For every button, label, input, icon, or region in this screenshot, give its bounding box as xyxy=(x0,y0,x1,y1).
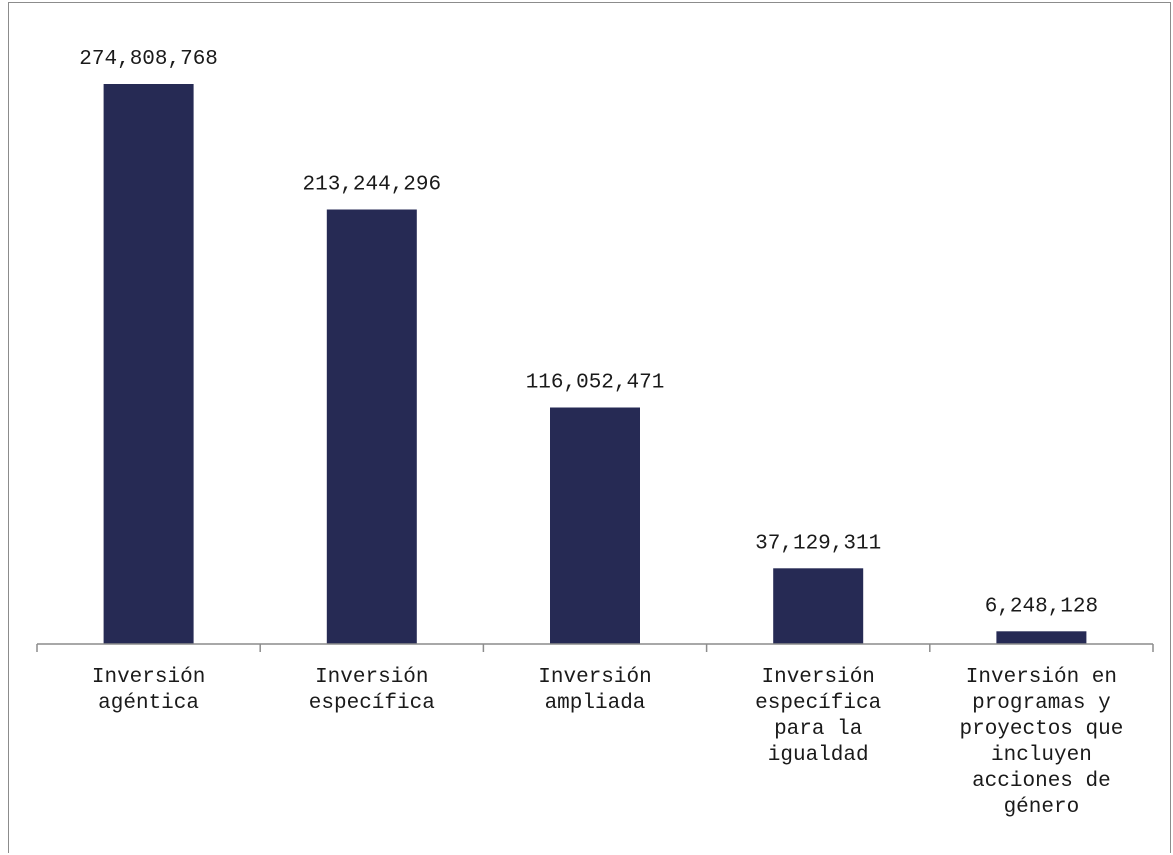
category-label-line: Inversión xyxy=(538,666,651,689)
category-label-line: Inversión en xyxy=(966,666,1117,689)
category-label-line: específica xyxy=(755,692,881,715)
data-label-5: 6,248,128 xyxy=(985,595,1098,618)
bar-1 xyxy=(103,84,194,644)
category-label-3: Inversión ampliada xyxy=(538,666,651,715)
category-label-line: proyectos que xyxy=(959,718,1123,741)
category-label-line: incluyen xyxy=(991,744,1092,767)
category-label-line: ampliada xyxy=(545,692,646,715)
category-label-4: Inversión específica para la igualdad xyxy=(755,666,881,767)
category-label-line: para la xyxy=(774,718,862,741)
category-label-line: Inversión xyxy=(761,666,874,689)
data-label-2: 213,244,296 xyxy=(302,174,441,197)
category-label-line: género xyxy=(1004,796,1080,819)
category-label-5: Inversión en programas y proyectos que incl… xyxy=(959,666,1123,819)
category-label-line: agéntica xyxy=(98,692,199,715)
bar-3 xyxy=(550,407,640,644)
category-label-line: específica xyxy=(309,692,435,715)
category-label-1: Inversión agéntica xyxy=(92,666,205,715)
category-label-line: Inversión xyxy=(92,666,205,689)
data-label-1: 274,808,768 xyxy=(79,48,218,71)
category-label-line: programas y xyxy=(972,692,1111,715)
category-label-line: acciones de xyxy=(972,770,1111,793)
category-label-line: igualdad xyxy=(768,744,869,767)
data-label-3: 116,052,471 xyxy=(526,372,665,395)
bar-4 xyxy=(773,568,864,644)
x-axis xyxy=(36,643,1154,652)
category-label-2: Inversión específica xyxy=(309,666,435,715)
bar-5 xyxy=(996,631,1087,644)
value-labels-group: 274,808,768 213,244,296 116,052,471 37,129,… xyxy=(79,48,1098,618)
data-label-4: 37,129,311 xyxy=(755,532,881,555)
category-label-line: Inversión xyxy=(315,666,428,689)
bars-group xyxy=(103,84,1087,644)
chart-frame xyxy=(8,2,1171,853)
bar-2 xyxy=(326,209,417,644)
